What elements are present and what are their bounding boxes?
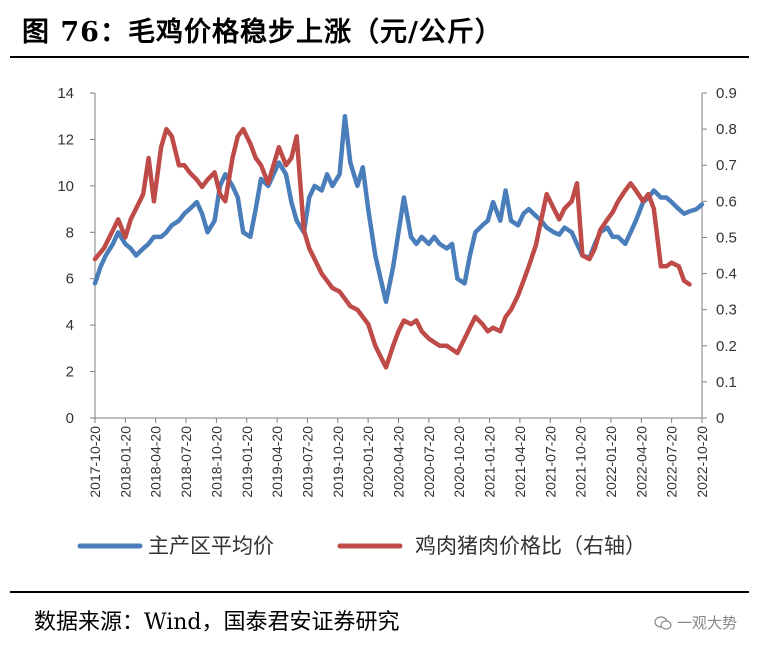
left-tick-label: 0 <box>66 410 74 427</box>
x-tick-label: 2018-10-20 <box>208 426 224 498</box>
x-tick-label: 2019-01-20 <box>239 426 255 498</box>
right-tick-label: 0 <box>716 410 724 427</box>
series-line-main-price <box>92 113 705 305</box>
x-tick-label: 2021-07-20 <box>542 426 558 498</box>
right-tick-label: 0.3 <box>716 302 737 319</box>
right-tick-label: 0.1 <box>716 374 737 391</box>
x-tick-label: 2018-07-20 <box>178 426 194 498</box>
watermark-text: 一观大势 <box>676 614 737 632</box>
legend-label: 鸡肉猪肉价格比（右轴） <box>415 534 646 558</box>
x-tick-label: 2020-10-20 <box>451 426 467 498</box>
left-tick-label: 14 <box>57 85 74 102</box>
right-tick-label: 0.6 <box>716 193 737 210</box>
left-tick-label: 2 <box>66 364 74 381</box>
axis-tick-labels: 141210864200.90.80.70.60.50.40.30.20.102… <box>57 85 737 498</box>
left-tick-label: 12 <box>57 131 74 148</box>
chart-svg: 141210864200.90.80.70.60.50.40.30.20.102… <box>57 85 737 558</box>
chart-title: 图 76：毛鸡价格稳步上涨（元/公斤） <box>22 17 503 48</box>
right-tick-label: 0.7 <box>716 157 737 174</box>
x-tick-label: 2019-04-20 <box>269 426 285 498</box>
x-tick-label: 2020-04-20 <box>391 426 407 498</box>
watermark: 一观大势 <box>654 612 737 633</box>
chart-legend: 主产区平均价 鸡肉猪肉价格比（右轴） <box>77 534 646 558</box>
series-lines <box>92 113 705 370</box>
wechat-icon <box>654 615 672 630</box>
x-tick-label: 2019-07-20 <box>299 426 315 498</box>
left-tick-label: 8 <box>66 224 74 241</box>
legend-label: 主产区平均价 <box>148 534 274 558</box>
x-tick-label: 2020-01-20 <box>360 426 376 498</box>
x-tick-label: 2022-10-20 <box>694 426 710 498</box>
top-rule <box>10 56 749 58</box>
x-tick-label: 2021-10-20 <box>573 426 589 498</box>
x-tick-label: 2021-01-20 <box>482 426 498 498</box>
x-tick-label: 2018-01-20 <box>117 426 133 498</box>
bottom-rule <box>10 591 749 593</box>
x-tick-label: 2019-10-20 <box>330 426 346 498</box>
right-tick-label: 0.2 <box>716 338 737 355</box>
left-tick-label: 6 <box>66 271 74 288</box>
right-tick-label: 0.8 <box>716 121 737 138</box>
x-tick-label: 2021-04-20 <box>512 426 528 498</box>
x-tick-label: 2022-04-20 <box>633 426 649 498</box>
series-line-chicken-pork-ratio <box>92 126 692 370</box>
x-tick-label: 2017-10-20 <box>87 426 103 498</box>
right-tick-label: 0.9 <box>716 85 737 102</box>
left-tick-label: 4 <box>66 317 74 334</box>
right-tick-label: 0.5 <box>716 229 737 246</box>
left-tick-label: 10 <box>57 178 74 195</box>
chart-axes <box>90 92 707 423</box>
x-tick-label: 2022-01-20 <box>603 426 619 498</box>
x-tick-label: 2020-07-20 <box>421 426 437 498</box>
right-tick-label: 0.4 <box>716 266 737 283</box>
x-tick-label: 2022-07-20 <box>664 426 680 498</box>
data-source-note: 数据来源：Wind，国泰君安证券研究 <box>34 610 400 635</box>
x-tick-label: 2018-04-20 <box>148 426 164 498</box>
